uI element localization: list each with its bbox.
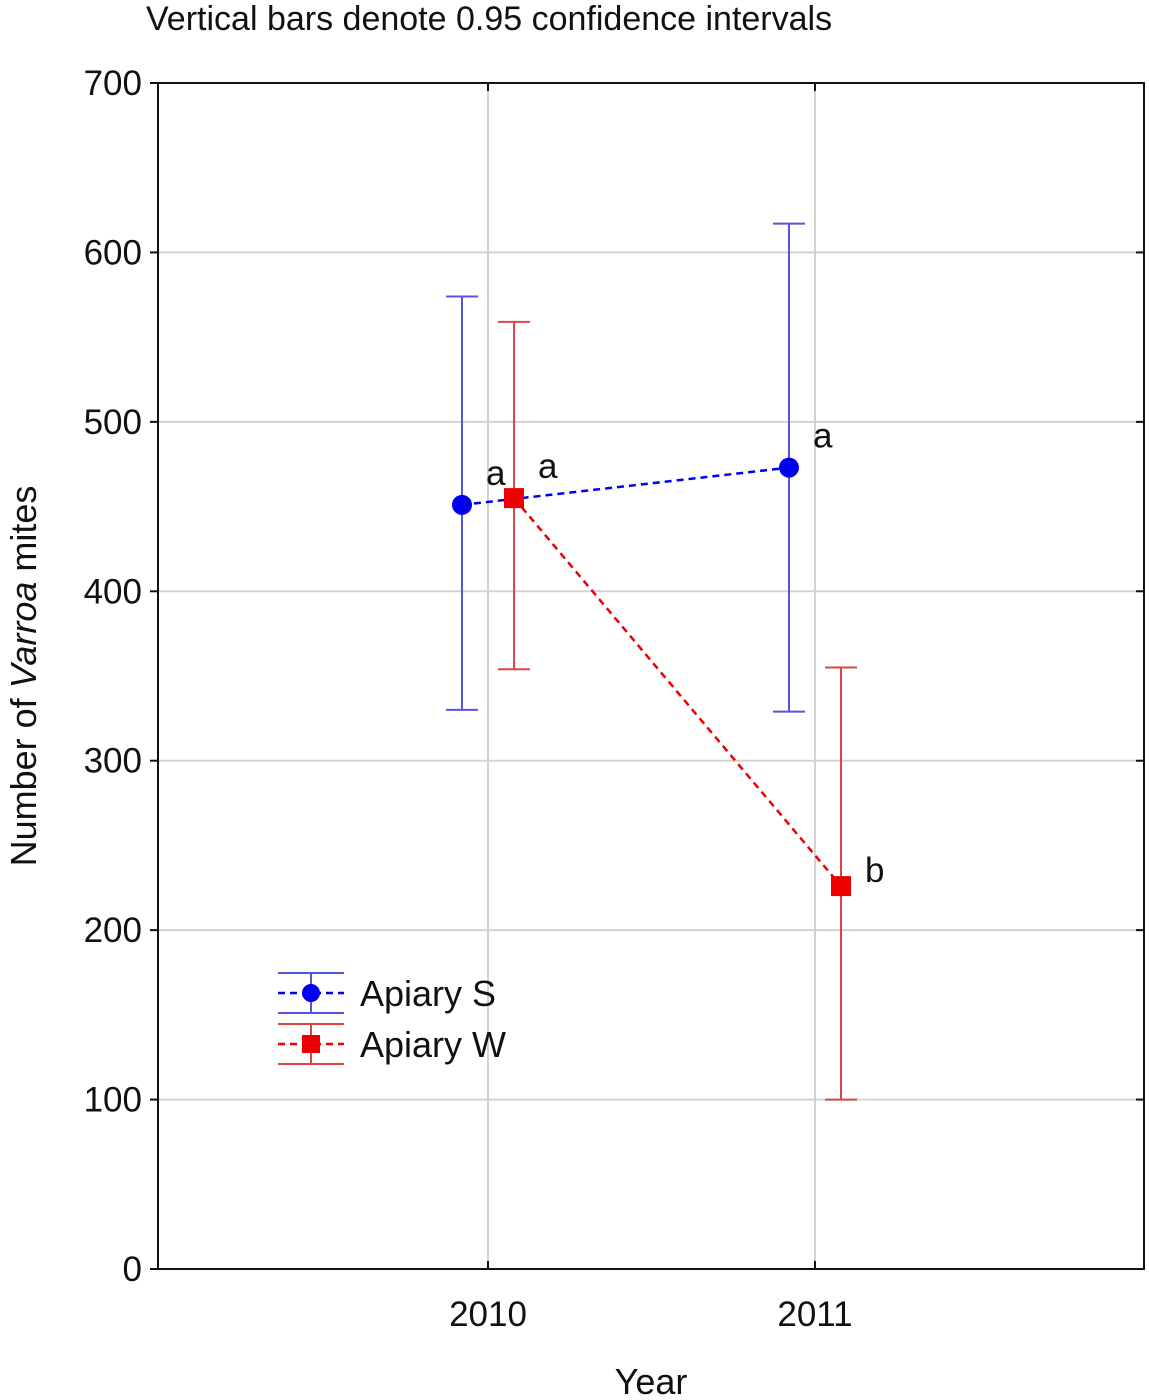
- significance-label-apiary-s-2010: a: [486, 454, 506, 493]
- chart-subtitle: Vertical bars denote 0.95 confidence int…: [146, 0, 832, 38]
- y-tick-label-200: 200: [84, 911, 142, 950]
- legend-marker-w: [302, 1035, 320, 1053]
- series-line-apiary-w: [513, 497, 842, 887]
- y-tick-label-100: 100: [84, 1081, 142, 1120]
- data-point-apiary-w-2011: [831, 876, 851, 897]
- plot-frame: [157, 82, 1145, 1270]
- grid-lines: [158, 83, 1144, 1269]
- significance-label-apiary-w-2010: a: [538, 447, 558, 486]
- legend-item-apiary-w: Apiary W: [278, 1023, 506, 1065]
- y-axis-label: Number of Varroa mites: [3, 486, 44, 867]
- legend-label-w: Apiary W: [360, 1024, 506, 1065]
- x-axis-ticks: 2010 2011: [449, 83, 853, 1334]
- y-axis-ticks: 0 100 200 300 400 500 600 700: [84, 64, 1144, 1289]
- x-tick-label-2010: 2010: [449, 1295, 527, 1334]
- legend: Apiary S Apiary W: [278, 972, 506, 1065]
- legend-marker-s: [302, 984, 320, 1002]
- x-tick-label-2011: 2011: [777, 1295, 852, 1334]
- y-tick-label-400: 400: [84, 572, 142, 611]
- data-point-apiary-s-2010: [452, 494, 472, 515]
- data-point-apiary-w-2010: [504, 488, 524, 509]
- significance-label-apiary-s-2011: a: [813, 417, 833, 456]
- legend-item-apiary-s: Apiary S: [278, 972, 496, 1014]
- data-point-apiary-s-2011: [779, 457, 799, 478]
- legend-label-s: Apiary S: [360, 973, 496, 1014]
- y-tick-label-700: 700: [84, 64, 142, 103]
- y-tick-label-300: 300: [84, 742, 142, 781]
- x-axis-label: Year: [615, 1361, 688, 1400]
- y-tick-label-0: 0: [123, 1250, 142, 1289]
- y-tick-label-500: 500: [84, 403, 142, 442]
- y-tick-label-600: 600: [84, 233, 142, 272]
- significance-label-apiary-w-2011: b: [865, 851, 884, 890]
